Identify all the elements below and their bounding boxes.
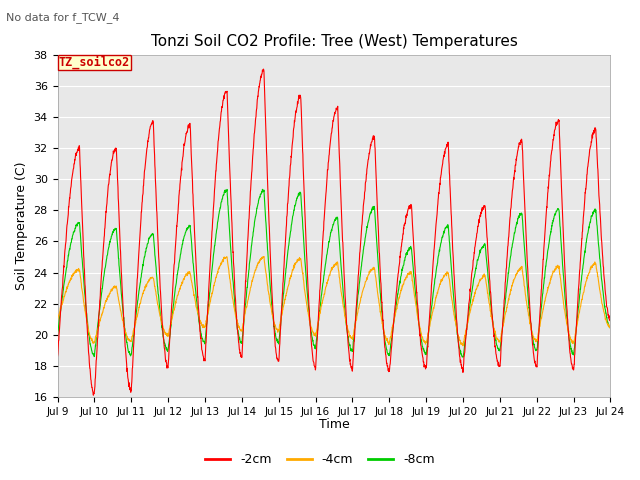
Legend: -2cm, -4cm, -8cm: -2cm, -4cm, -8cm xyxy=(200,448,440,471)
X-axis label: Time: Time xyxy=(319,419,349,432)
Legend:  xyxy=(58,55,131,71)
Y-axis label: Soil Temperature (C): Soil Temperature (C) xyxy=(15,162,28,290)
Text: No data for f_TCW_4: No data for f_TCW_4 xyxy=(6,12,120,23)
Title: Tonzi Soil CO2 Profile: Tree (West) Temperatures: Tonzi Soil CO2 Profile: Tree (West) Temp… xyxy=(150,34,517,49)
